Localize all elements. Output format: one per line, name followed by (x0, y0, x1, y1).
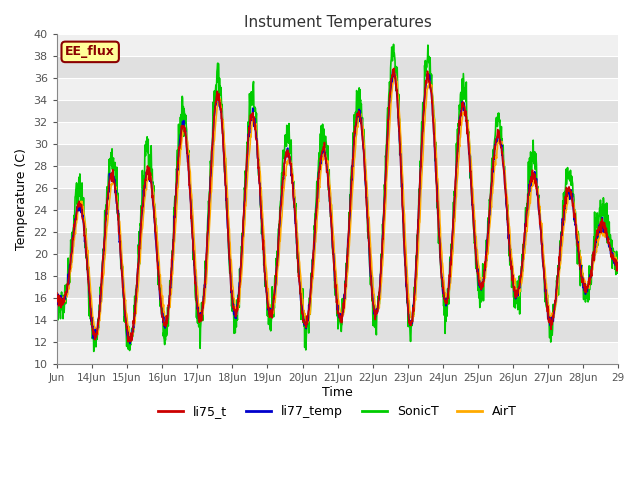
li77_temp (614, 259, 622, 265)
li75_t (390, 66, 397, 72)
li77_temp (431, 155, 439, 161)
Bar (57, 320, 618, 342)
X-axis label: Time: Time (322, 385, 353, 398)
AirT (67, 264, 75, 269)
li77_temp (126, 341, 134, 347)
AirT (392, 71, 399, 76)
Legend: li75_t, li77_temp, SonicT, AirT: li75_t, li77_temp, SonicT, AirT (153, 400, 522, 423)
AirT (53, 292, 61, 298)
li75_t (353, 118, 360, 123)
Bar (57, 144, 618, 166)
li77_temp (67, 252, 75, 258)
li77_temp (53, 296, 61, 301)
li77_temp (389, 67, 397, 72)
li75_t (53, 290, 61, 296)
Bar (57, 254, 618, 276)
li77_temp (278, 194, 285, 200)
SonicT (312, 199, 320, 204)
li75_t (403, 280, 410, 286)
Bar (57, 276, 618, 298)
li75_t (67, 252, 75, 257)
li75_t (124, 339, 132, 345)
Bar (57, 298, 618, 320)
Bar (57, 166, 618, 188)
li77_temp (403, 281, 410, 287)
li77_temp (353, 121, 360, 127)
AirT (128, 336, 136, 342)
li75_t (312, 214, 320, 219)
AirT (403, 253, 410, 259)
SonicT (90, 348, 97, 354)
Line: AirT: AirT (57, 73, 618, 339)
Bar (57, 210, 618, 232)
Line: li75_t: li75_t (57, 69, 618, 342)
SonicT (53, 283, 61, 288)
SonicT (353, 107, 360, 112)
SonicT (67, 244, 75, 250)
SonicT (614, 253, 622, 259)
Bar (57, 56, 618, 78)
Bar (57, 100, 618, 122)
Title: Instument Temperatures: Instument Temperatures (244, 15, 431, 30)
SonicT (278, 179, 285, 185)
Bar (57, 122, 618, 144)
AirT (614, 258, 622, 264)
Bar (57, 78, 618, 100)
Bar (57, 34, 618, 56)
AirT (278, 221, 285, 227)
Y-axis label: Temperature (C): Temperature (C) (15, 148, 28, 250)
SonicT (390, 41, 397, 47)
Bar (57, 232, 618, 254)
Line: SonicT: SonicT (57, 44, 618, 351)
li77_temp (312, 212, 320, 217)
li75_t (278, 202, 285, 207)
AirT (431, 135, 439, 141)
li75_t (431, 155, 439, 161)
SonicT (403, 267, 410, 273)
li75_t (614, 260, 622, 265)
Text: EE_flux: EE_flux (65, 46, 115, 59)
AirT (312, 230, 320, 236)
AirT (353, 132, 360, 138)
Bar (57, 342, 618, 364)
Line: li77_temp: li77_temp (57, 70, 618, 344)
Bar (57, 188, 618, 210)
SonicT (431, 158, 439, 164)
